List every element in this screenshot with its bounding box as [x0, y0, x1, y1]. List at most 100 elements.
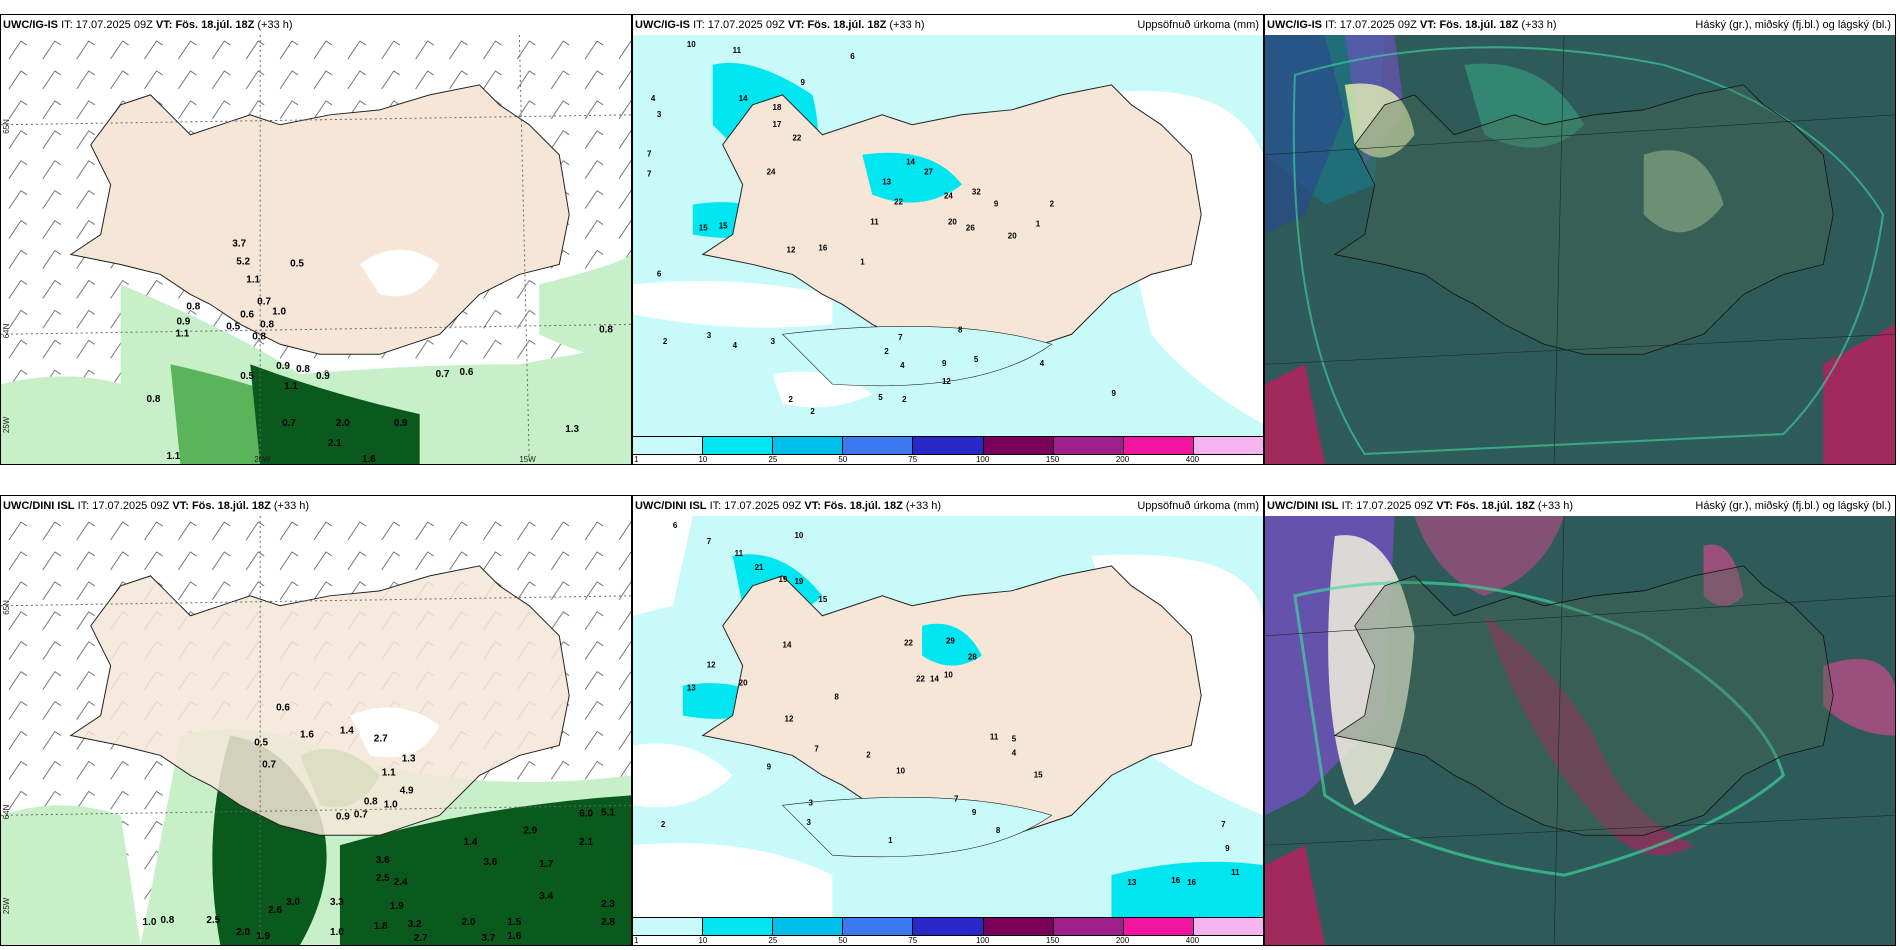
value-label: 0.7 [282, 418, 296, 429]
value-label: 2.0 [236, 927, 250, 938]
value-label: 1 [888, 836, 893, 845]
value-label: 20 [1008, 231, 1017, 240]
it-label: IT: [61, 19, 73, 31]
value-label: 0.8 [260, 319, 274, 330]
map-area: 65N 64N 25W 0.6 1.6 1.4 0.5 0.7 2.7 1.1 … [1, 516, 631, 945]
value-label: 4 [651, 94, 656, 103]
it-label: IT: [77, 500, 90, 512]
value-label: 11 [990, 732, 999, 741]
value-label: 2.7 [414, 933, 428, 944]
value-label: 14 [783, 641, 792, 650]
panel-title: Háský (gr.), miðský (fj.bl.) og lágský (… [1695, 500, 1891, 512]
value-label: 14 [739, 94, 748, 103]
value-label: 6 [850, 52, 855, 61]
value-label: 0.6 [276, 703, 290, 714]
value-label: 4 [733, 341, 738, 350]
value-label: 17 [773, 120, 782, 129]
value-label: 19 [779, 575, 788, 584]
value-label: 3.7 [481, 933, 495, 944]
legend-tick: 50 [838, 936, 848, 945]
value-label: 0.5 [240, 371, 254, 382]
value-label: 2.3 [601, 899, 615, 910]
vt-label: VT: [155, 19, 173, 31]
lon-label-left: 25W [2, 416, 11, 433]
value-label: 0.5 [226, 321, 240, 332]
lead-time: (+33 h) [257, 19, 293, 31]
value-label: 7 [814, 744, 819, 753]
panel-header: UWC/DINI ISL IT: 17.07.2025 09Z VT: Fös.… [633, 496, 1263, 516]
legend-tick: 75 [908, 936, 918, 945]
lon-label-left: 25W [2, 897, 11, 914]
value-label: 0.9 [316, 371, 330, 382]
legend-swatch [1123, 918, 1194, 935]
value-label: 1.1 [175, 328, 189, 339]
accumulated-precip-map: 6 10 7 11 21 19 19 15 12 20 13 14 22 29 … [633, 516, 1263, 917]
value-label: 0.7 [262, 759, 276, 770]
panel-header: UWC/IG-IS IT: 17.07.2025 09Z VT: Fös. 18… [1265, 15, 1895, 35]
value-label: 16 [818, 243, 827, 252]
legend-swatches [633, 917, 1263, 936]
lat-label-mid: 64N [2, 323, 11, 338]
legend-tick: 25 [768, 455, 778, 464]
lat-label-top: 65N [2, 119, 11, 134]
value-label: 2.7 [374, 733, 388, 744]
value-label: 5 [1012, 734, 1017, 743]
legend-swatch [913, 437, 984, 454]
value-label: 0.5 [254, 737, 268, 748]
value-label: 24 [767, 168, 776, 177]
value-label: 2 [1050, 200, 1055, 209]
value-label: 1.1 [246, 274, 260, 285]
legend-swatch [983, 918, 1054, 935]
value-label: 2.8 [601, 917, 615, 928]
value-label: 15 [1034, 770, 1043, 779]
value-label: 0.8 [296, 364, 310, 375]
init-time: 17.07.2025 09Z [724, 500, 802, 512]
value-label: 0.8 [252, 331, 266, 342]
value-label: 10 [687, 40, 696, 49]
lead-time: (+33 h) [273, 500, 310, 512]
init-time: 17.07.2025 09Z [707, 19, 785, 31]
map-area: 6 10 7 11 21 19 19 15 12 20 13 14 22 29 … [633, 516, 1263, 917]
value-label: 3.6 [483, 857, 497, 868]
value-label: 2 [884, 347, 889, 356]
value-label: 1.0 [143, 917, 157, 928]
value-label: 9 [1111, 389, 1116, 398]
legend-swatch [1123, 437, 1194, 454]
panel-accumulated-precip-dini: UWC/DINI ISL IT: 17.07.2025 09Z VT: Fös.… [632, 495, 1264, 946]
value-label: 9 [1225, 844, 1230, 853]
value-label: 0.9 [176, 316, 190, 327]
value-label: 12 [942, 377, 951, 386]
value-label: 10 [944, 671, 953, 680]
value-label: 0.8 [599, 324, 613, 335]
legend-tick: 75 [908, 455, 918, 464]
value-label: 2 [789, 395, 794, 404]
lead-time: (+33 h) [1537, 500, 1574, 512]
legend-tick: 10 [698, 455, 708, 464]
value-label: 3.4 [539, 891, 553, 902]
value-label: 1.4 [340, 725, 354, 736]
value-label: 2.4 [394, 877, 408, 888]
value-label: 27 [924, 168, 933, 177]
value-label: 11 [735, 549, 744, 558]
value-label: 20 [739, 679, 748, 688]
panel-title: Uppsöfnuð úrkoma (mm) [1137, 500, 1259, 512]
map-area [1265, 35, 1895, 464]
iceland-outline [1333, 84, 1834, 355]
value-label: 2.0 [336, 418, 350, 429]
value-label: 0.8 [160, 915, 174, 926]
value-label: 0.7 [354, 809, 368, 820]
value-label: 3.6 [376, 855, 390, 866]
value-label: 3 [771, 337, 776, 346]
panel-title: Uppsöfnuð úrkoma (mm) [1137, 19, 1259, 31]
value-label: 0.8 [147, 394, 161, 405]
vt-label: VT: [1419, 19, 1437, 31]
legend-swatches [633, 436, 1263, 455]
value-label: 13 [882, 178, 891, 187]
value-label: 1.6 [507, 931, 521, 942]
legend-tick: 1 [634, 936, 639, 945]
model-name: UWC/IG-IS [3, 19, 58, 31]
value-label: 2 [902, 395, 907, 404]
value-label: 4 [1040, 359, 1045, 368]
cloud-cover-map [1265, 516, 1895, 945]
legend-tick: 400 [1185, 936, 1200, 945]
